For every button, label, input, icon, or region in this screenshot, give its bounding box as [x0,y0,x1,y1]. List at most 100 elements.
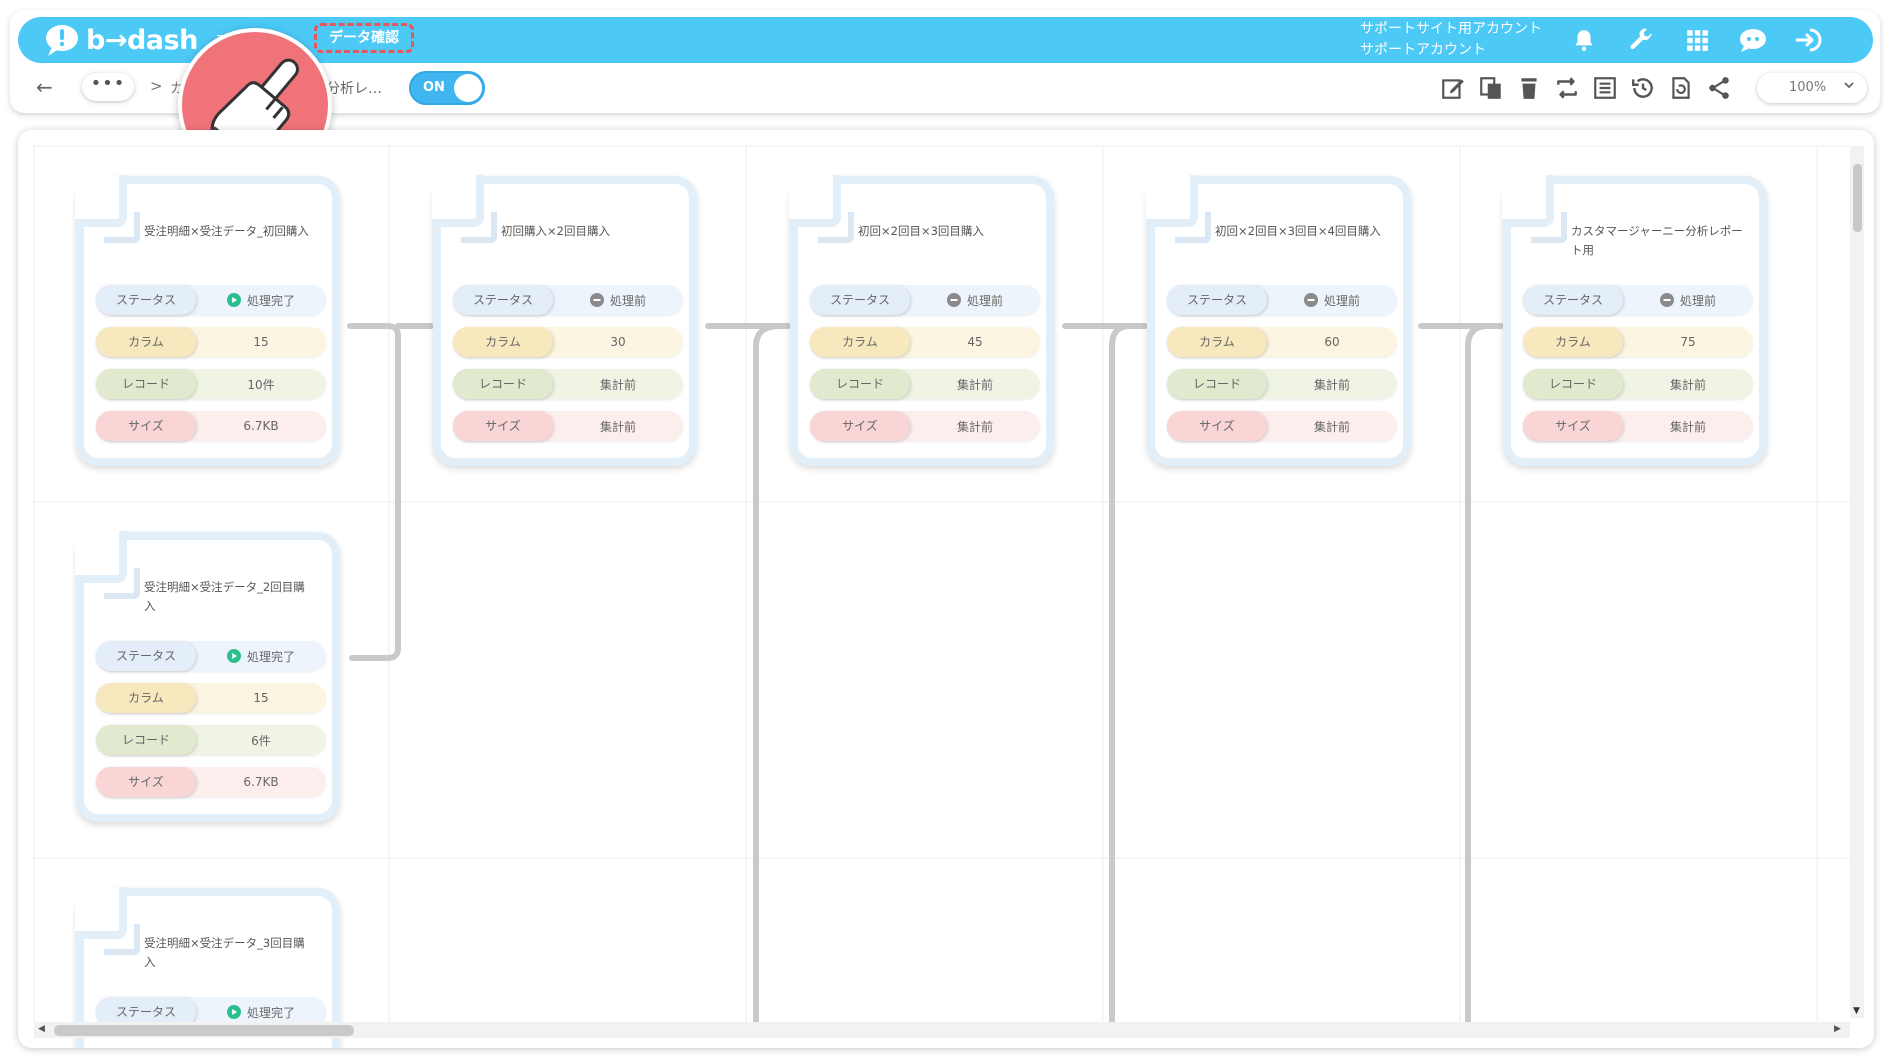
column-row: カラム 45 [810,327,1040,357]
wrench-icon[interactable] [1628,27,1654,53]
data-card[interactable]: 初回×2回目×3回目×4回目購入 ステータス 処理前 カラム 60 レコード 集… [1146,175,1411,466]
bell-icon[interactable] [1571,27,1597,53]
record-value: 10件 [247,377,275,392]
zoom-select[interactable]: 100% [1757,73,1867,103]
breadcrumb-bar: ← ••• > カ 分析レ… ON [10,63,1880,113]
data-card[interactable]: 初回購入×2回目購入 ステータス 処理前 カラム 30 レコード 集計前 サイズ… [432,175,697,466]
back-button[interactable]: ← [36,75,53,99]
size-label: サイズ [453,411,553,441]
column-value: 15 [253,335,269,349]
status-label: ステータス [453,285,553,315]
edit-icon[interactable] [1440,75,1466,101]
size-value: 6.7KB [243,775,279,789]
vertical-scrollbar[interactable]: ▼ [1850,146,1864,1018]
card-corner [75,887,127,939]
breadcrumb-separator: > [150,77,163,95]
apps-grid-icon[interactable] [1684,27,1710,53]
column-value: 75 [1680,335,1696,349]
scroll-down-arrow-icon[interactable]: ▼ [1853,1006,1860,1016]
card-title: 初回×2回目×3回目購入 [858,224,984,238]
card-title: 初回×2回目×3回目×4回目購入 [1215,224,1381,238]
logo[interactable]: b→dash [44,23,198,57]
status-row: ステータス 処理完了 [96,641,326,671]
status-label: ステータス [96,285,196,315]
column-row: カラム 15 [96,327,326,357]
minus-circle-icon [1303,293,1318,307]
record-label: レコード [810,369,910,399]
logo-text: b→dash [86,24,198,56]
data-card[interactable]: 受注明細×受注データ_2回目購入 ステータス 処理完了 カラム 15 レコード … [75,531,340,822]
data-card[interactable]: カスタマージャーニー分析レポート用 ステータス 処理前 カラム 75 レコード … [1502,175,1767,466]
data-card[interactable]: 受注明細×受注データ_初回購入 ステータス 処理完了 カラム 15 レコード 1… [75,175,340,466]
status-label: ステータス [96,641,196,671]
card-file-icon [1175,212,1211,243]
status-label: ステータス [1167,285,1267,315]
nav-item-data-check[interactable]: データ確認 [314,23,414,53]
workflow-canvas[interactable]: 受注明細×受注データ_初回購入 ステータス 処理完了 カラム 15 レコード 1… [18,130,1874,1048]
auto-run-toggle[interactable]: ON [409,71,485,105]
column-label: カラム [810,327,910,357]
card-corner [789,175,841,227]
record-value: 集計前 [956,377,993,392]
minus-circle-icon [1659,293,1674,307]
column-row: カラム 75 [1523,327,1753,357]
canvas-grid [33,145,1850,1025]
status-value: 処理前 [1267,285,1397,315]
breadcrumb-more-button[interactable]: ••• [82,73,134,101]
record-value: 6件 [251,733,271,748]
horizontal-scroll-thumb[interactable] [54,1025,354,1036]
swap-icon[interactable] [1554,75,1580,101]
record-row: レコード 集計前 [1167,369,1397,399]
record-value: 集計前 [1313,377,1350,392]
status-value: 処理完了 [196,997,326,1027]
card-title: 初回購入×2回目購入 [501,224,610,238]
record-value: 集計前 [599,377,636,392]
card-file-icon [104,924,140,955]
minus-circle-icon [589,293,604,307]
scroll-right-arrow-icon[interactable]: ▶ [1834,1024,1841,1034]
status-row: ステータス 処理前 [1523,285,1753,315]
logout-icon[interactable] [1794,27,1824,53]
column-value: 30 [610,335,626,349]
copy-icon[interactable] [1478,75,1504,101]
scroll-left-arrow-icon[interactable]: ◀ [38,1024,45,1034]
share-icon[interactable] [1706,75,1732,101]
status-text: 処理前 [609,293,646,308]
column-row: カラム 30 [453,327,683,357]
history-icon[interactable] [1630,75,1656,101]
top-navbar: b→dash デ データ確認 サポートサイト用アカウント サポートアカウント [18,17,1873,63]
toggle-knob [454,74,482,102]
size-row: サイズ 集計前 [810,411,1040,441]
chevron-down-icon [1844,82,1854,89]
horizontal-scrollbar[interactable]: ◀ ▶ [34,1022,1850,1038]
trash-icon[interactable] [1516,75,1542,101]
chatbot-icon[interactable] [1738,27,1768,53]
size-value: 集計前 [599,419,636,434]
data-card[interactable]: 初回×2回目×3回目購入 ステータス 処理前 カラム 45 レコード 集計前 サ… [789,175,1054,466]
status-text: 処理前 [966,293,1003,308]
column-value: 60 [1324,335,1340,349]
status-row: ステータス 処理前 [453,285,683,315]
size-value: 集計前 [1669,419,1706,434]
size-label: サイズ [96,411,196,441]
status-label: ステータス [810,285,910,315]
record-row: レコード 集計前 [810,369,1040,399]
status-text: 処理前 [1323,293,1360,308]
play-circle-icon [226,1005,241,1019]
status-value: 処理完了 [196,285,326,315]
vertical-scroll-thumb[interactable] [1853,164,1862,232]
record-row: レコード 6件 [96,725,326,755]
card-title: カスタマージャーニー分析レポート用 [1571,224,1743,257]
size-label: サイズ [96,767,196,797]
card-title: 受注明細×受注データ_2回目購入 [144,580,305,613]
refresh-icon[interactable] [1668,75,1694,101]
card-file-icon [104,568,140,599]
account-info[interactable]: サポートサイト用アカウント サポートアカウント [1360,19,1542,61]
list-icon[interactable] [1592,75,1618,101]
status-text: 処理完了 [246,1005,295,1020]
play-circle-icon [226,649,241,663]
column-label: カラム [453,327,553,357]
size-row: サイズ 6.7KB [96,767,326,797]
column-row: カラム 60 [1167,327,1397,357]
record-label: レコード [1523,369,1623,399]
